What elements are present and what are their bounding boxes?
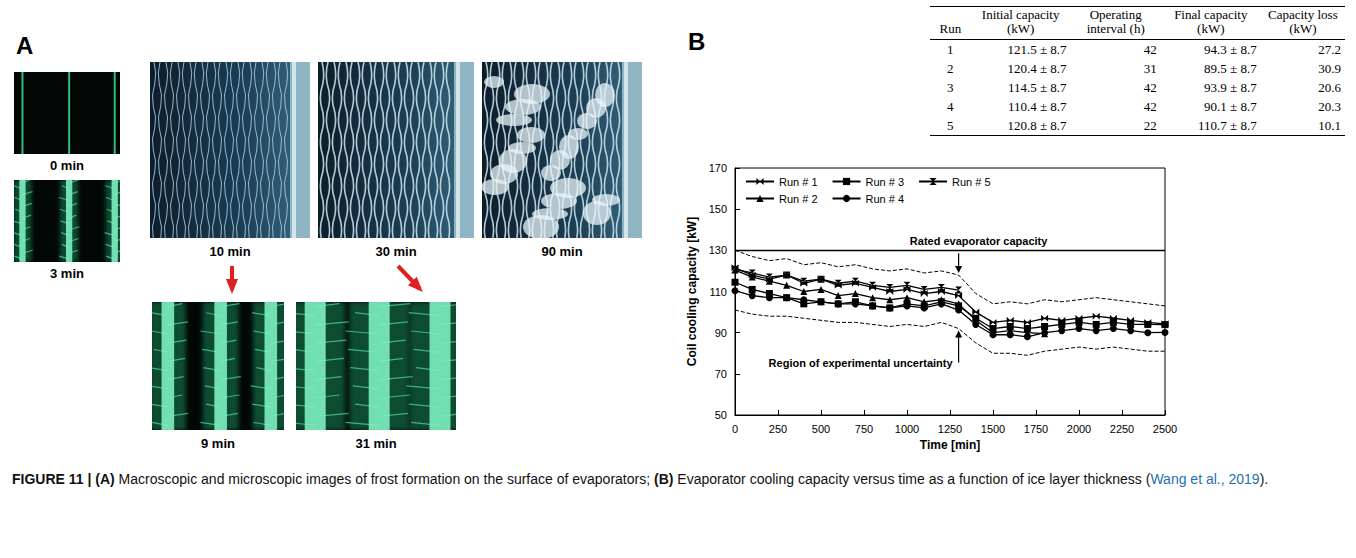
svg-text:Run # 5: Run # 5: [952, 176, 991, 188]
svg-text:250: 250: [769, 423, 787, 435]
html-text:Final capacity (kW): Final capacity (kW): [1174, 7, 1248, 36]
svg-text:Time [min]: Time [min]: [920, 438, 980, 452]
html-text:90.1 ± 8.7: 90.1 ± 8.7: [1204, 99, 1257, 114]
svg-text:500: 500: [812, 423, 830, 435]
html-text:5: 5: [947, 118, 954, 133]
html-text:10.1: 10.1: [1318, 118, 1341, 133]
svg-text:1750: 1750: [1024, 423, 1048, 435]
html-text:Capacity loss (kW): Capacity loss (kW): [1268, 7, 1338, 36]
html-text:4: 4: [947, 99, 954, 114]
svg-text:170: 170: [709, 162, 727, 174]
svg-text:750: 750: [855, 423, 873, 435]
html-text:121.5 ± 8.7: 121.5 ± 8.7: [1007, 42, 1067, 57]
html-text:2: 2: [947, 61, 954, 76]
svg-text:Run # 4: Run # 4: [866, 193, 905, 205]
svg-text:Run # 1: Run # 1: [779, 176, 818, 188]
html-text:42: 42: [1143, 99, 1157, 114]
svg-text:70: 70: [715, 368, 727, 380]
svg-text:110: 110: [709, 286, 727, 298]
svg-text:A: A: [16, 32, 33, 59]
html-text:120.8 ± 8.7: 120.8 ± 8.7: [1007, 118, 1067, 133]
html-text:42: 42: [1143, 42, 1157, 57]
html-text:Operating interval (h): Operating interval (h): [1086, 7, 1145, 36]
svg-text:Region of experimental uncerta: Region of experimental uncertainty: [769, 357, 954, 369]
html-text:110.7 ± 8.7: 110.7 ± 8.7: [1198, 118, 1257, 133]
svg-text:1250: 1250: [938, 423, 962, 435]
html-text:1: 1: [947, 42, 954, 57]
html-text:3: 3: [947, 80, 954, 95]
svg-text:0 min: 0 min: [50, 158, 84, 173]
html-text:Run: Run: [939, 21, 962, 36]
svg-text:10 min: 10 min: [209, 244, 250, 259]
html-text:B: B: [688, 28, 706, 55]
html-text:120.4 ± 8.7: 120.4 ± 8.7: [1007, 61, 1067, 76]
svg-text:50: 50: [715, 409, 727, 421]
svg-text:0: 0: [732, 423, 738, 435]
html-text:22: 22: [1143, 118, 1157, 133]
svg-text:1000: 1000: [895, 423, 919, 435]
svg-text:90: 90: [715, 327, 727, 339]
html-text:42: 42: [1143, 80, 1157, 95]
svg-text:1500: 1500: [981, 423, 1005, 435]
svg-text:3 min: 3 min: [50, 266, 84, 281]
html-text:31: 31: [1143, 61, 1157, 76]
html-text:20.3: 20.3: [1318, 99, 1341, 114]
html-text:93.9 ± 8.7: 93.9 ± 8.7: [1204, 80, 1257, 95]
svg-text:2250: 2250: [1110, 423, 1134, 435]
svg-text:2500: 2500: [1153, 423, 1177, 435]
html-text:30.9: 30.9: [1318, 61, 1341, 76]
svg-text:Run # 3: Run # 3: [866, 176, 905, 188]
svg-text:30 min: 30 min: [375, 244, 416, 259]
svg-text:150: 150: [709, 203, 727, 215]
html-text:Initial capacity (kW): Initial capacity (kW): [981, 7, 1060, 36]
svg-text:Coil cooling capacity [kW]: Coil cooling capacity [kW]: [685, 217, 699, 366]
html-text:20.6: 20.6: [1318, 80, 1341, 95]
svg-text:Run # 2: Run # 2: [779, 193, 818, 205]
svg-text:9 min: 9 min: [201, 436, 235, 451]
html-text:110.4 ± 8.7: 110.4 ± 8.7: [1007, 99, 1067, 114]
html-text:27.2: 27.2: [1318, 42, 1341, 57]
svg-text:90 min: 90 min: [541, 244, 582, 259]
svg-text:Rated evaporator capacity: Rated evaporator capacity: [910, 235, 1048, 247]
html-text:94.3 ± 8.7: 94.3 ± 8.7: [1204, 42, 1257, 57]
svg-text:2000: 2000: [1067, 423, 1091, 435]
html-text:89.5 ± 8.7: 89.5 ± 8.7: [1204, 61, 1257, 76]
svg-text:130: 130: [709, 244, 727, 256]
html-text:FIGURE 11 | (A) Macroscopic an: FIGURE 11 | (A) Macroscopic and microsco…: [12, 471, 1269, 487]
html-text:114.5 ± 8.7: 114.5 ± 8.7: [1007, 80, 1067, 95]
svg-text:31 min: 31 min: [355, 436, 396, 451]
